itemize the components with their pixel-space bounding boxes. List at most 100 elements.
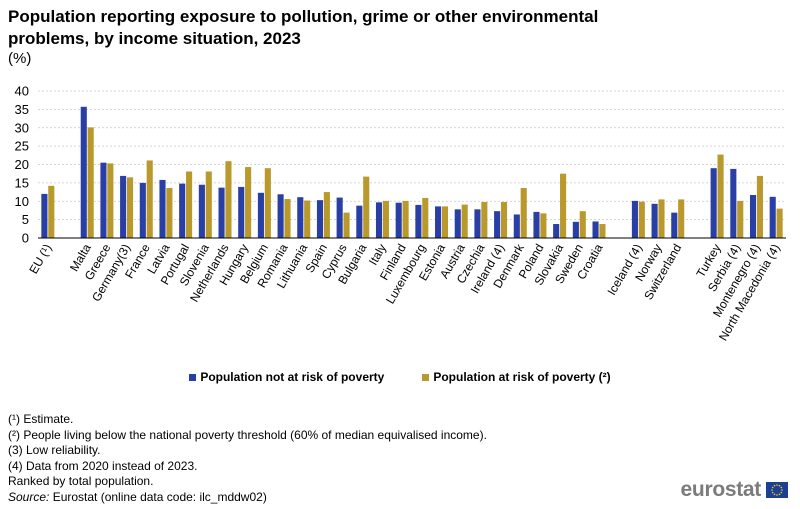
- bar-not-at-risk: [100, 162, 107, 238]
- bar-not-at-risk: [435, 206, 442, 238]
- bar-at-risk: [658, 199, 665, 238]
- legend-item-not-at-risk: Population not at risk of poverty: [189, 370, 384, 384]
- flag-star: [776, 494, 778, 496]
- flag-star: [773, 493, 776, 496]
- legend: Population not at risk of poverty Popula…: [0, 370, 800, 384]
- bar-at-risk: [481, 201, 488, 238]
- y-axis-ticks: 0 5 10 15 20 25 30 35 40: [15, 84, 29, 246]
- bar-not-at-risk: [671, 212, 678, 238]
- bar-not-at-risk: [631, 200, 638, 238]
- bar-not-at-risk: [415, 204, 422, 238]
- bar-at-risk: [363, 176, 370, 238]
- flag-star: [778, 484, 781, 487]
- flag-star: [781, 489, 783, 491]
- bar-not-at-risk: [592, 221, 599, 238]
- bar-not-at-risk: [710, 168, 717, 238]
- y-tick-label: 40: [15, 84, 29, 99]
- bar-not-at-risk: [572, 221, 579, 238]
- bar-at-risk: [560, 173, 567, 238]
- bar-not-at-risk: [297, 197, 304, 238]
- source-line: Source: Eurostat (online data code: ilc_…: [8, 490, 487, 506]
- bar-not-at-risk: [120, 175, 127, 238]
- bar-at-risk: [402, 200, 409, 238]
- bar-not-at-risk: [159, 179, 166, 238]
- x-axis-labels: EU (¹) MaltaGreeceGermany(3)FranceLatviaP…: [26, 241, 782, 344]
- flag-star: [776, 484, 778, 486]
- flag-star: [778, 493, 781, 496]
- bar-at-risk: [678, 199, 685, 238]
- bar-at-risk: [717, 154, 724, 238]
- y-tick-label: 25: [15, 139, 29, 154]
- bar-at-risk: [126, 177, 134, 238]
- bar-at-risk: [225, 161, 232, 238]
- bar-not-at-risk: [139, 182, 146, 238]
- y-tick-label: 5: [22, 212, 29, 227]
- bar-not-at-risk: [769, 196, 776, 238]
- legend-label-not-at-risk: Population not at risk of poverty: [200, 370, 385, 384]
- bar-not-at-risk: [80, 106, 87, 239]
- bar-not-at-risk: [336, 197, 343, 238]
- bar-at-risk: [205, 171, 212, 238]
- bar-at-risk: [461, 204, 468, 238]
- bar-at-risk: [737, 200, 744, 238]
- source-text: Eurostat (online data code: ilc_mddw02): [49, 489, 267, 504]
- bar-not-at-risk: [749, 195, 757, 238]
- y-tick-label: 0: [22, 231, 29, 246]
- footnote: (¹) Estimate.: [8, 412, 74, 426]
- bar-not-at-risk: [533, 211, 540, 238]
- bar-not-at-risk: [395, 202, 402, 238]
- legend-label-at-risk: Population at risk of poverty (²): [433, 370, 611, 384]
- bar-at-risk: [638, 201, 645, 238]
- y-tick-label: 35: [15, 102, 29, 117]
- y-tick-label: 15: [15, 175, 29, 190]
- flag-star: [771, 489, 773, 491]
- logo-text: eurostat: [680, 478, 762, 501]
- bar-at-risk: [776, 208, 783, 238]
- flag-star: [771, 491, 774, 494]
- bar-at-risk: [146, 160, 153, 238]
- bar-not-at-risk: [513, 214, 520, 238]
- bar-not-at-risk: [474, 209, 481, 238]
- flag-star: [773, 484, 776, 487]
- bar-not-at-risk: [41, 193, 48, 238]
- bar-not-at-risk: [277, 194, 284, 238]
- bar-at-risk: [323, 192, 330, 238]
- x-tick-label: EU (¹): [26, 242, 54, 277]
- flag-star: [771, 486, 774, 489]
- bar-at-risk: [264, 168, 271, 238]
- y-tick-label: 10: [15, 194, 29, 209]
- bar-not-at-risk: [179, 183, 186, 238]
- bar-at-risk: [441, 206, 449, 238]
- bar-at-risk: [304, 200, 311, 238]
- footnote: (3) Low reliability.: [8, 443, 101, 457]
- bar-at-risk: [48, 185, 55, 238]
- bar-chart: 0 5 10 15 20 25 30 35 40 EU (¹) MaltaGreeceGerman…: [15, 84, 786, 344]
- eu-flag-icon: [766, 482, 788, 498]
- unit-label: (%): [8, 50, 32, 67]
- bar-at-risk: [284, 199, 291, 238]
- bar-at-risk: [87, 127, 94, 238]
- chart-title: Population reporting exposure to polluti…: [8, 7, 599, 48]
- bar-not-at-risk: [494, 211, 501, 238]
- bar-not-at-risk: [375, 202, 383, 238]
- bar-at-risk: [382, 200, 389, 238]
- bar-at-risk: [343, 212, 350, 238]
- bar-not-at-risk: [553, 224, 560, 238]
- bar-not-at-risk: [238, 186, 245, 238]
- bar-at-risk: [579, 211, 586, 238]
- bar-at-risk: [540, 213, 547, 238]
- legend-swatch-at-risk: [422, 373, 430, 381]
- bar-not-at-risk: [356, 205, 363, 238]
- bar-at-risk: [245, 167, 252, 238]
- source-label: Source:: [8, 489, 50, 504]
- bar-not-at-risk: [730, 168, 737, 238]
- bar-not-at-risk: [454, 209, 461, 238]
- legend-item-at-risk: Population at risk of poverty (²): [422, 370, 611, 384]
- bar-at-risk: [500, 201, 508, 238]
- y-tick-label: 30: [15, 120, 29, 135]
- bar-at-risk: [756, 175, 763, 238]
- bar-at-risk: [422, 197, 429, 238]
- bar-not-at-risk: [651, 203, 658, 238]
- bar-not-at-risk: [316, 200, 324, 238]
- bar-not-at-risk: [257, 192, 264, 238]
